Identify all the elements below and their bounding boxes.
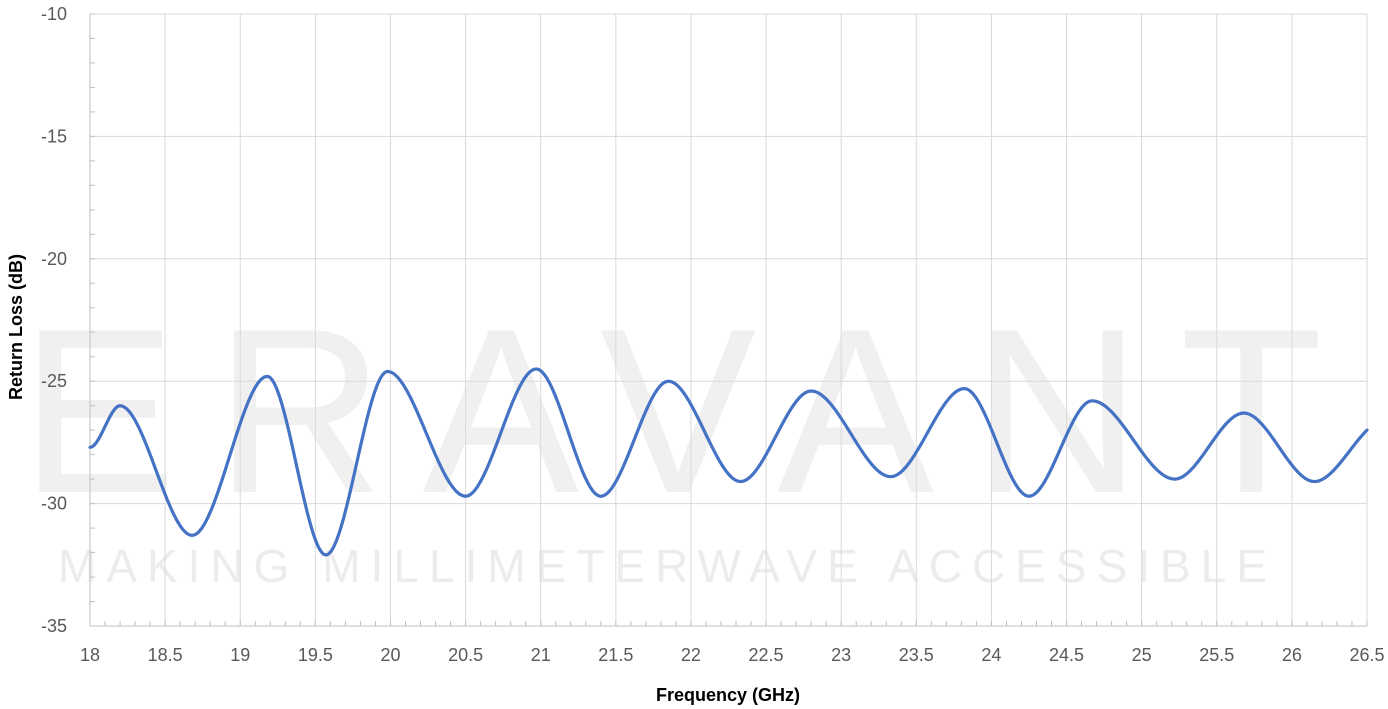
x-tick-label: 19.5 <box>298 645 333 665</box>
return-loss-line <box>88 367 1369 557</box>
x-tick-label: 25.5 <box>1199 645 1234 665</box>
x-tick-label: 26 <box>1282 645 1302 665</box>
x-tick-label: 21.5 <box>598 645 633 665</box>
x-tick-label: 24.5 <box>1049 645 1084 665</box>
x-tick-label: 20.5 <box>448 645 483 665</box>
y-tick-label: -35 <box>41 616 67 636</box>
watermark-brand: ERAVANT <box>20 279 1361 542</box>
x-tick-label: 18.5 <box>148 645 183 665</box>
x-tick-label: 26.5 <box>1349 645 1384 665</box>
x-tick-label: 20 <box>380 645 400 665</box>
x-tick-label: 18 <box>80 645 100 665</box>
tick-labels: 18 18.5 19 19.5 20 20.5 21 21.5 22 22.5 23 23.5 24 24… <box>41 4 1385 665</box>
watermark-tagline: MAKING MILLIMETERWAVE ACCESSIBLE <box>58 540 1277 592</box>
y-tick-label: -10 <box>41 4 67 24</box>
x-tick-label: 23.5 <box>899 645 934 665</box>
y-axis-title: Return Loss (dB) <box>6 254 26 400</box>
x-tick-label: 25 <box>1132 645 1152 665</box>
x-tick-label: 23 <box>831 645 851 665</box>
x-tick-label: 22.5 <box>749 645 784 665</box>
axes <box>89 13 1368 627</box>
x-tick-label: 21 <box>531 645 551 665</box>
watermark: ERAVANT MAKING MILLIMETERWAVE ACCESSIBLE <box>20 279 1361 592</box>
x-axis-title: Frequency (GHz) <box>656 685 800 705</box>
y-tick-label: -25 <box>41 371 67 391</box>
y-tick-label: -30 <box>41 494 67 514</box>
y-tick-label: -20 <box>41 249 67 269</box>
x-tick-label: 22 <box>681 645 701 665</box>
series-layer <box>88 367 1369 557</box>
x-tick-label: 19 <box>230 645 250 665</box>
grid <box>90 13 1368 626</box>
y-tick-label: -15 <box>41 126 67 146</box>
x-tick-label: 24 <box>981 645 1001 665</box>
